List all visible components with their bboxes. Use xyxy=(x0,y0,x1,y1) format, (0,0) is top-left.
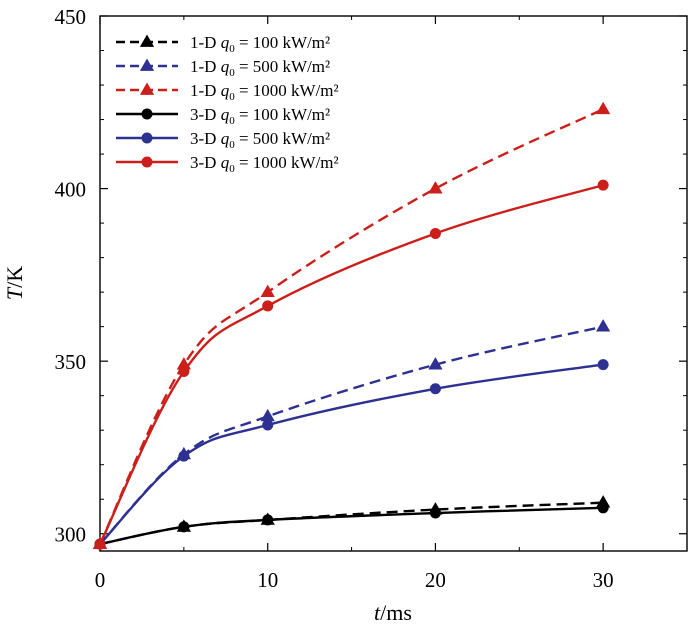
legend-label: 1-D q0 = 500 kW/m² xyxy=(190,57,330,79)
legend-marker xyxy=(141,132,153,144)
data-point-1-d-q500 xyxy=(260,408,275,422)
y-axis-symbol: T xyxy=(2,286,27,300)
data-point-3-d-q500 xyxy=(429,383,441,395)
data-point-1-d-q1000 xyxy=(260,284,275,297)
legend-item: 3-D q0 = 500 kW/m² xyxy=(116,129,330,151)
y-tick-label: 300 xyxy=(55,523,87,547)
legend-label: 3-D q0 = 500 kW/m² xyxy=(190,129,330,151)
legend-label: 3-D q0 = 1000 kW/m² xyxy=(190,153,339,175)
markers-layer xyxy=(92,101,611,550)
legend-marker xyxy=(141,156,153,168)
data-point-1-d-q100 xyxy=(428,502,443,515)
legend: 1-D q0 = 100 kW/m²1-D q0 = 500 kW/m²1-D … xyxy=(116,33,339,175)
x-axis-unit: /ms xyxy=(380,600,412,625)
legend-item: 1-D q0 = 100 kW/m² xyxy=(116,33,330,55)
plot-frame xyxy=(99,15,688,552)
data-point-1-d-q500 xyxy=(596,319,611,332)
series-layer xyxy=(100,108,604,546)
series-line-3-d-q1000 xyxy=(100,183,604,545)
data-point-1-d-q1000 xyxy=(176,357,191,370)
legend-item: 1-D q0 = 500 kW/m² xyxy=(116,57,330,79)
legend-item: 3-D q0 = 100 kW/m² xyxy=(116,105,330,127)
legend-marker xyxy=(139,58,155,71)
data-point-1-d-q100 xyxy=(176,519,191,532)
x-tick-label: 30 xyxy=(593,568,614,592)
legend-label: 1-D q0 = 1000 kW/m² xyxy=(190,81,339,103)
series-line-1-d-q500 xyxy=(100,325,604,545)
data-point-3-d-q1000 xyxy=(262,300,274,312)
data-point-1-d-q1000 xyxy=(92,536,108,549)
series-line-1-d-q100 xyxy=(100,501,604,546)
data-point-1-d-q500 xyxy=(428,357,443,370)
series-line-1-d-q1000 xyxy=(100,108,604,545)
data-point-3-d-q1000 xyxy=(597,179,609,191)
legend-item: 1-D q0 = 1000 kW/m² xyxy=(116,81,339,103)
data-point-1-d-q500 xyxy=(176,446,191,460)
y-tick-label: 400 xyxy=(55,178,87,202)
legend-label: 1-D q0 = 100 kW/m² xyxy=(190,33,330,55)
data-point-3-d-q1000 xyxy=(429,227,441,239)
legend-marker xyxy=(139,82,155,95)
legend-marker xyxy=(139,34,155,47)
series-line-3-d-q100 xyxy=(100,506,604,546)
x-tick-label: 10 xyxy=(257,568,278,592)
legend-label: 3-D q0 = 100 kW/m² xyxy=(190,105,330,127)
legend-item: 3-D q0 = 1000 kW/m² xyxy=(116,153,339,175)
y-tick-label: 450 xyxy=(55,5,87,29)
y-tick-label: 350 xyxy=(55,350,87,374)
y-axis-title: T/K xyxy=(2,266,27,300)
data-point-1-d-q1000 xyxy=(596,101,611,115)
x-tick-label: 20 xyxy=(425,568,446,592)
x-tick-label: 0 xyxy=(95,568,106,592)
y-axis-unit: /K xyxy=(2,266,27,288)
axis-ticks: 0 10 20 30 300 350 400 450 xyxy=(55,5,687,592)
data-point-3-d-q500 xyxy=(262,419,274,431)
legend-marker xyxy=(141,108,153,120)
data-point-1-d-q100 xyxy=(260,512,275,525)
data-point-3-d-q500 xyxy=(597,359,609,371)
x-axis-symbol: t xyxy=(374,600,381,625)
data-point-1-d-q1000 xyxy=(428,181,443,194)
data-point-1-d-q100 xyxy=(596,495,611,508)
x-axis-title: t/ms xyxy=(374,600,412,625)
